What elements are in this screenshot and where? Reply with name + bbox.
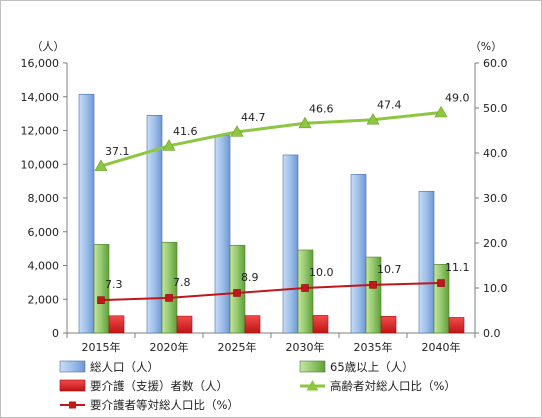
elderly-ratio-label: 46.6 (309, 102, 334, 115)
left-tick-label: 10,000 (21, 158, 60, 171)
legend-label: 高齢者対総人口比（%） (330, 379, 456, 393)
right-tick-label: 20.0 (483, 237, 508, 250)
legend-label: 65歳以上（人） (330, 360, 414, 374)
care-recipients-bar (312, 315, 329, 334)
right-tick-label: 40.0 (483, 147, 508, 160)
right-tick-label: 50.0 (483, 102, 508, 115)
right-tick-label: 0.0 (483, 327, 501, 340)
left-tick-label: 0 (52, 327, 59, 340)
total-population-bar (350, 174, 367, 334)
legend-label: 要介護（支援）者数（人） (90, 379, 228, 393)
left-tick-label: 14,000 (21, 91, 60, 104)
left-tick-label: 8,000 (28, 192, 60, 205)
x-tick-label: 2035年 (354, 340, 393, 354)
left-tick-label: 2,000 (28, 293, 60, 306)
elderly-ratio-label: 41.6 (173, 125, 198, 138)
care-recipients-bar (244, 315, 261, 334)
left-tick-label: 6,000 (28, 226, 60, 239)
legend-square-marker (69, 401, 76, 409)
x-tick-label: 2025年 (218, 340, 257, 354)
elderly-ratio-line (100, 111, 442, 168)
legend-triangle-marker (306, 380, 319, 391)
care-recipients-bar (380, 315, 397, 334)
right-axis-unit: （%） (470, 40, 502, 53)
total-population-bar (146, 115, 163, 334)
care-ratio-label: 7.3 (105, 278, 123, 291)
legend-label: 総人口（人） (90, 360, 159, 374)
total-population-bar (214, 135, 231, 334)
care-ratio-label: 10.0 (309, 266, 334, 279)
right-tick-label: 30.0 (483, 192, 508, 205)
plot-area: 0 2,000 4,000 6,000 8,000 10,000 12,000 14,000 1… (21, 57, 508, 354)
total-population-bar (78, 93, 95, 334)
care-ratio-marker (97, 296, 105, 304)
elderly-ratio-marker (230, 125, 244, 137)
elderly-ratio-label: 44.7 (241, 111, 266, 124)
right-tick-label: 60.0 (483, 57, 508, 70)
care-recipients-bar (108, 315, 125, 334)
x-tick-label: 2020年 (150, 340, 189, 354)
x-tick-label: 2015年 (82, 340, 121, 354)
care-recipients-bar (176, 315, 193, 334)
care-ratio-label: 7.8 (173, 276, 191, 289)
elderly-ratio-marker (434, 105, 448, 118)
age65-bar (93, 244, 110, 334)
left-tick-label: 4,000 (28, 260, 60, 273)
legend-swatch (299, 360, 326, 373)
elderly-ratio-marker (298, 116, 312, 129)
elderly-ratio-label: 49.0 (445, 92, 470, 105)
legend-label: 要介護者等対総人口比（%） (90, 398, 239, 412)
legend: 総人口（人） 65歳以上（人） 要介護（支援）者数（人） 高齢者対総人口比（%） 要介護… (59, 360, 456, 412)
elderly-ratio-marker (366, 113, 380, 125)
x-tick-label: 2040年 (422, 340, 461, 354)
care-ratio-marker (369, 281, 377, 289)
total-population-bar (282, 154, 299, 334)
care-ratio-marker (233, 289, 241, 297)
left-tick-label: 16,000 (21, 57, 60, 70)
care-ratio-marker (301, 284, 309, 292)
right-tick-label: 10.0 (483, 282, 508, 295)
legend-swatch (59, 379, 86, 392)
age65-bar (365, 256, 382, 334)
age65-bar (161, 241, 178, 334)
care-ratio-marker (437, 279, 445, 287)
total-population-bar (418, 190, 435, 334)
elderly-ratio-marker (94, 159, 108, 171)
age65-bar (433, 264, 450, 334)
care-ratio-marker (165, 294, 173, 302)
care-ratio-label: 10.7 (377, 263, 402, 276)
elderly-ratio-label: 37.1 (105, 145, 130, 158)
care-recipients-bar (448, 317, 465, 334)
x-tick-label: 2030年 (286, 340, 325, 354)
elderly-ratio-marker (162, 139, 176, 151)
left-tick-label: 12,000 (21, 125, 60, 138)
care-ratio-line (100, 282, 442, 302)
elderly-ratio-label: 47.4 (377, 99, 402, 112)
left-axis-unit: （人） (32, 40, 65, 53)
age65-bar (229, 244, 246, 334)
legend-swatch (59, 360, 86, 373)
care-ratio-label: 11.1 (445, 261, 470, 274)
care-ratio-label: 8.9 (241, 271, 259, 284)
